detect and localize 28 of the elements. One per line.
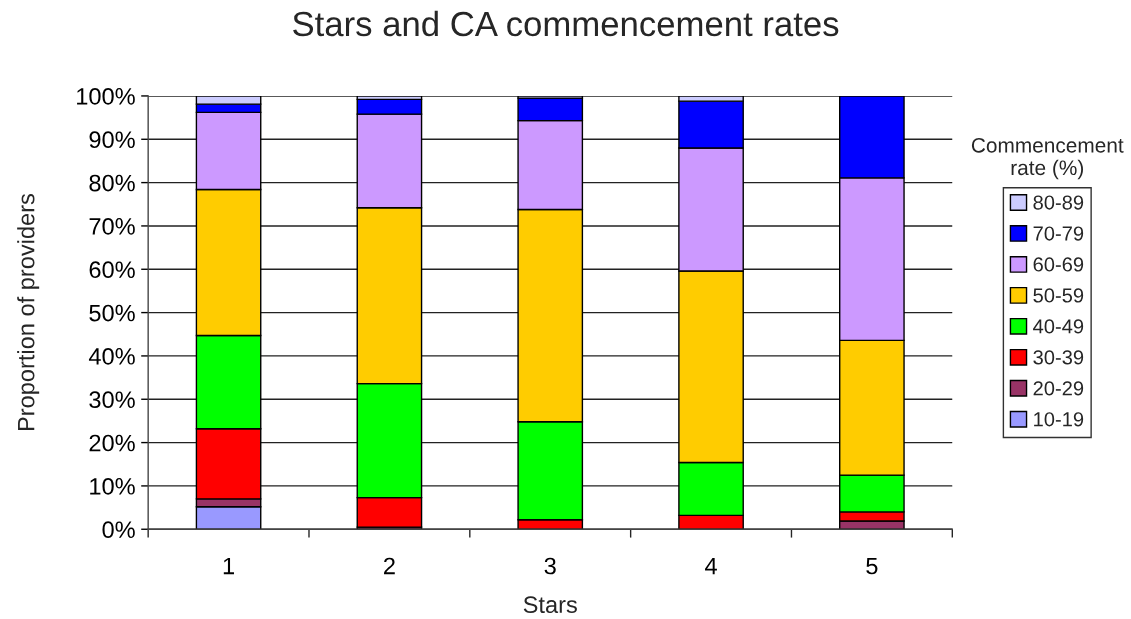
legend-title: Commencement rate (%): [971, 137, 1124, 180]
y-tick-label: 90%: [89, 131, 135, 149]
legend-label: 10-19: [1034, 412, 1084, 427]
y-tick-label: 30%: [89, 391, 135, 409]
legend-label: 30-39: [1033, 350, 1084, 365]
legend-label: 40-49: [1033, 319, 1084, 334]
chart-title: Stars and CA commencement rates: [293, 10, 839, 37]
x-tick-label: 2: [384, 557, 395, 575]
y-tick-label: 50%: [89, 304, 135, 322]
legend-label: 70-79: [1033, 226, 1084, 241]
legend-label: 20-29: [1033, 381, 1084, 396]
x-axis-title: Stars: [523, 596, 577, 614]
y-tick-label: 100%: [77, 88, 135, 105]
legend-label: 50-59: [1033, 288, 1084, 303]
y-tick-label: 40%: [88, 347, 135, 365]
x-tick-label: 5: [866, 557, 878, 575]
x-tick-label: 4: [705, 557, 717, 575]
x-tick-label: 1: [223, 557, 234, 575]
y-tick-label: 70%: [89, 218, 135, 235]
y-tick-label: 20%: [89, 434, 135, 452]
x-tick-label: 3: [544, 557, 556, 575]
y-axis-title: Proportion of providers: [17, 194, 40, 431]
legend-label: 80-89: [1033, 195, 1084, 210]
y-tick-label: 60%: [89, 261, 135, 279]
y-tick-label: 10%: [90, 477, 135, 495]
legend-label: 60-69: [1033, 257, 1084, 272]
y-tick-label: 0%: [102, 521, 135, 539]
y-tick-label: 80%: [89, 174, 135, 192]
